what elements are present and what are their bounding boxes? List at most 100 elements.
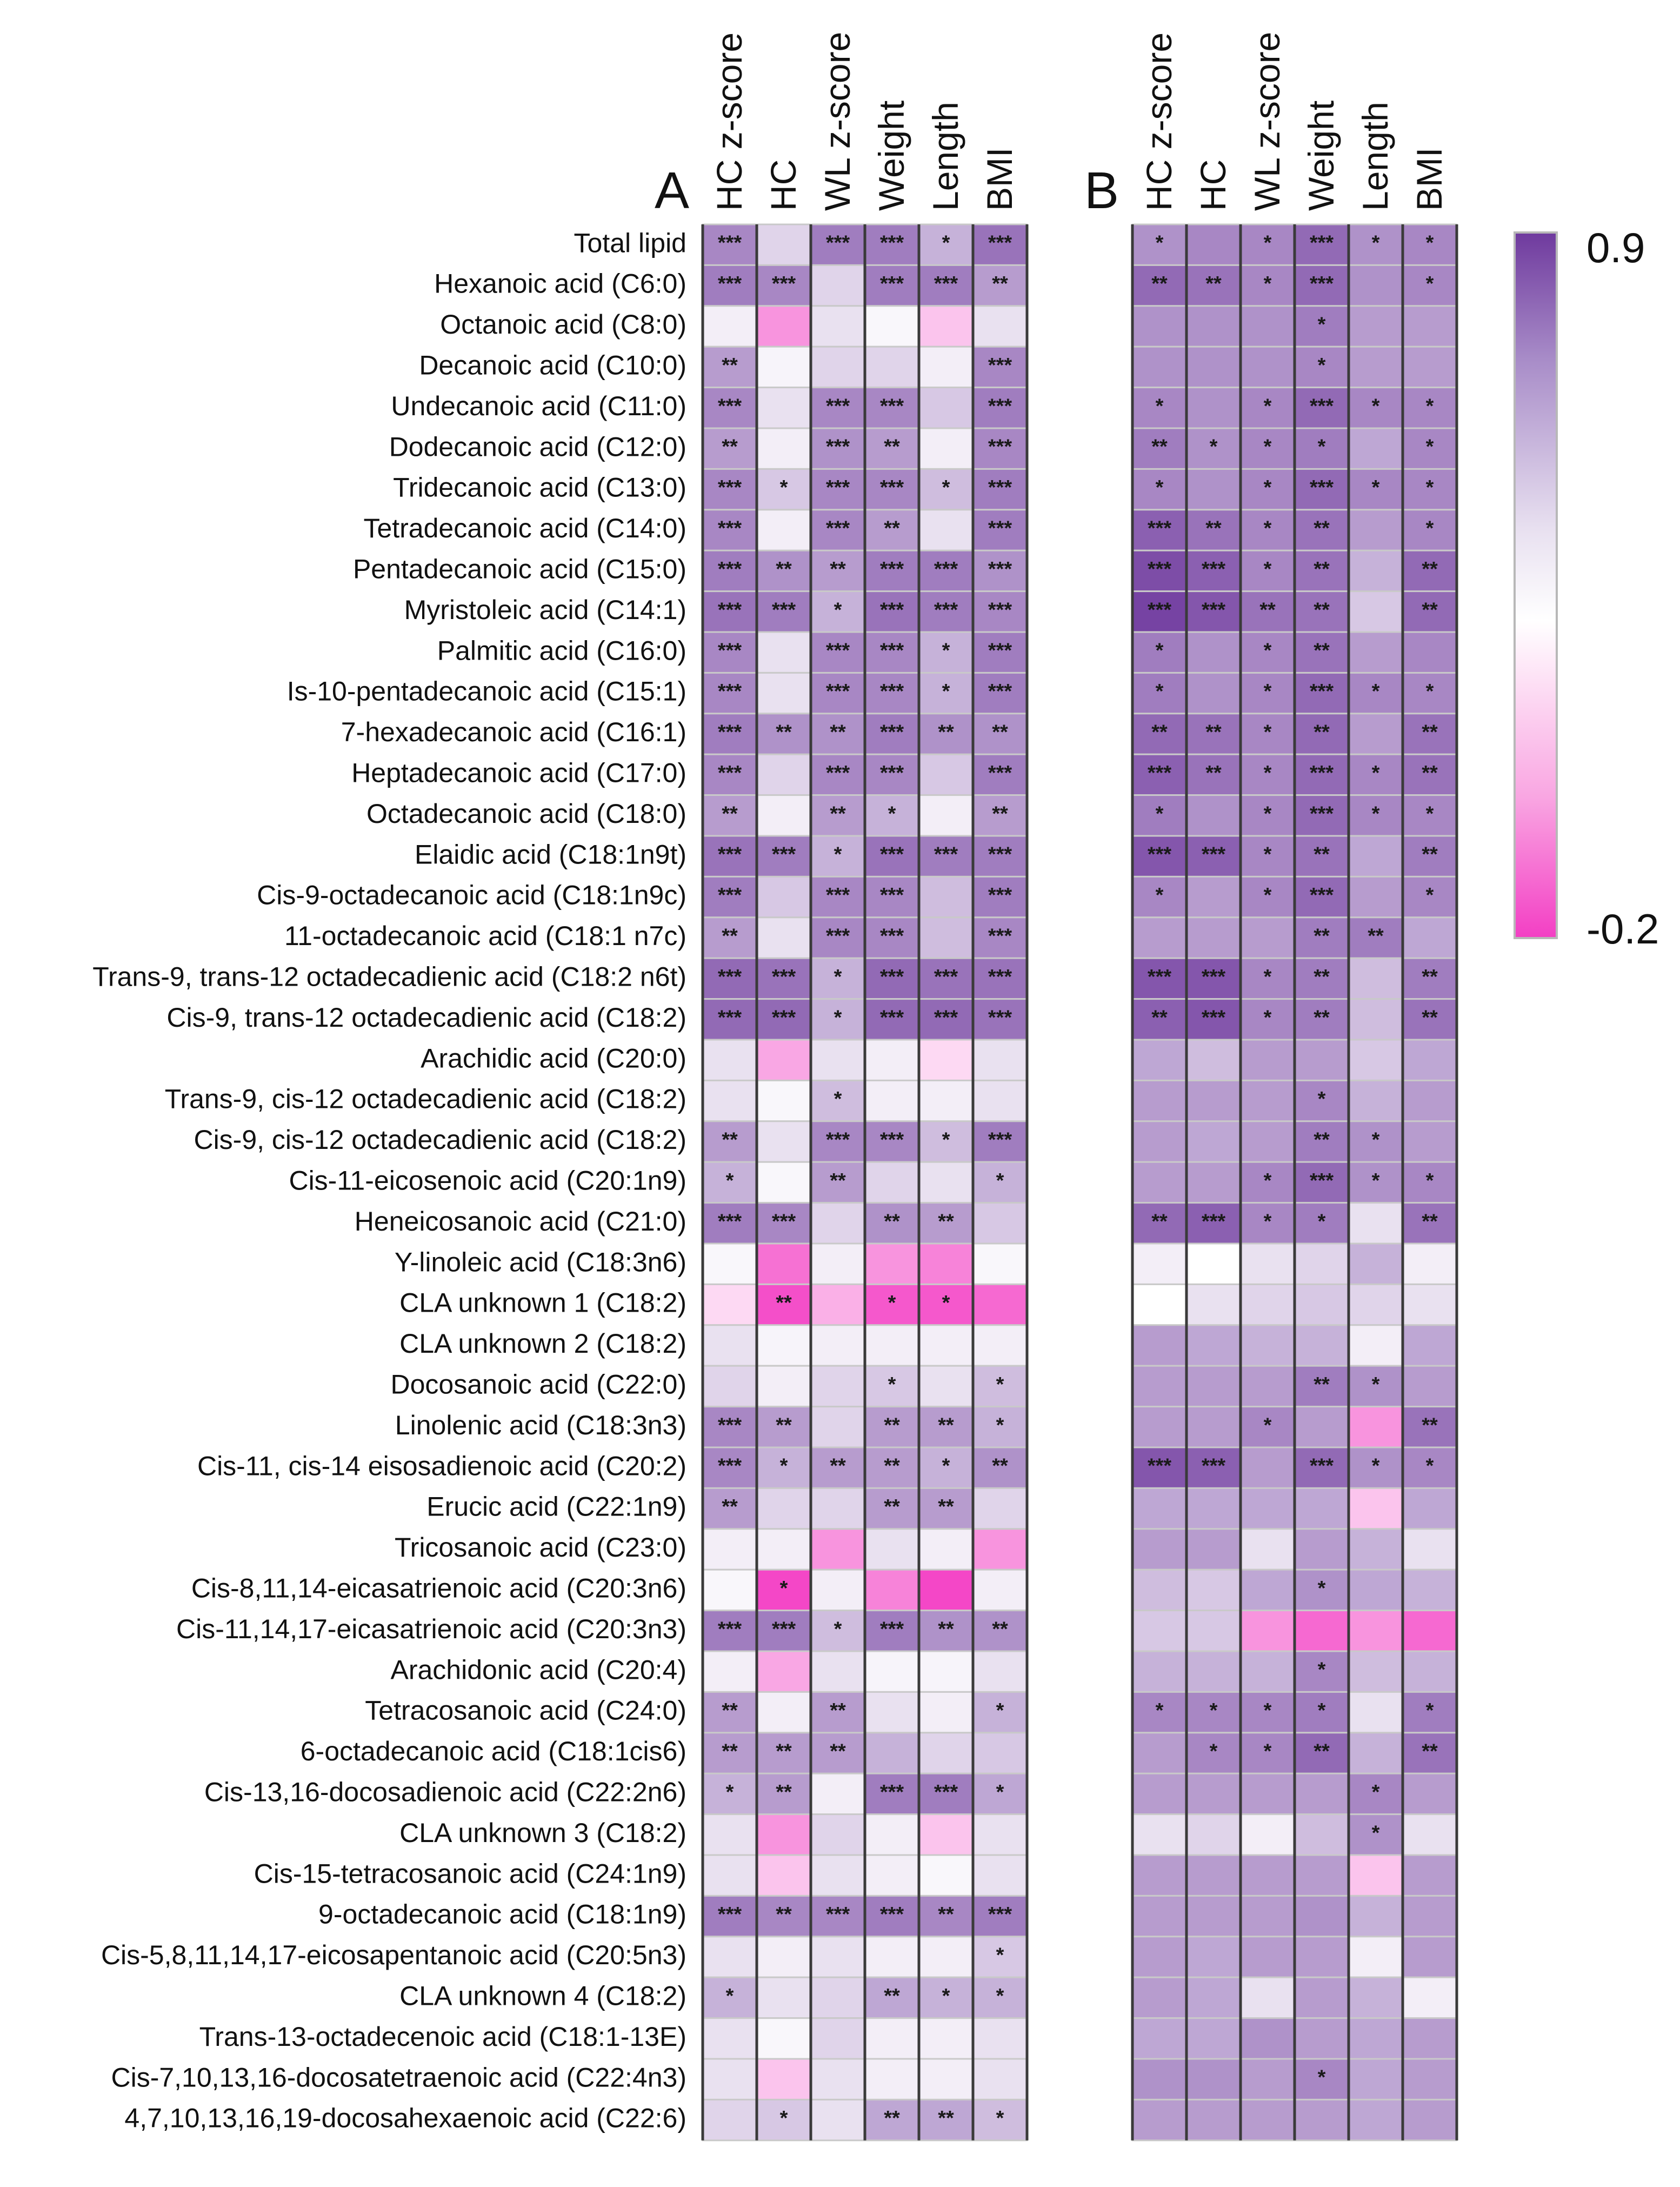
heatmap-cell: [1348, 1120, 1404, 1163]
row-label: Elaidic acid (C18:1n9t): [415, 839, 686, 869]
row-label: CLA unknown 4 (C18:2): [399, 1980, 686, 2011]
heatmap-cell: [1239, 1324, 1296, 1367]
heatmap-cell: [1131, 1161, 1188, 1204]
significance-mark: **: [1422, 762, 1438, 785]
heatmap-cell: [1402, 794, 1458, 837]
heatmap-cell: [702, 1772, 758, 1816]
heatmap-cell: [972, 1528, 1028, 1571]
heatmap-cell: [1402, 1487, 1458, 1530]
heatmap-cell: [1185, 1406, 1242, 1448]
significance-mark: *: [1426, 884, 1434, 907]
row-label: Cis-11,14,17-eicasatrienoic acid (C20:3n…: [176, 1614, 686, 1644]
heatmap-cell: [756, 1039, 812, 1081]
heatmap-cell: [1294, 2098, 1350, 2142]
significance-mark: ***: [718, 1903, 742, 1926]
heatmap-cell: [972, 590, 1028, 633]
significance-mark: *: [1372, 762, 1380, 785]
significance-mark: **: [938, 1495, 954, 1518]
significance-mark: ***: [718, 762, 742, 785]
significance-mark: **: [1422, 1740, 1438, 1763]
heatmap-cell: [702, 1568, 758, 1612]
heatmap-cell: [1185, 1079, 1242, 1122]
row-label: Erucic acid (C22:1n9): [426, 1492, 686, 1522]
significance-mark: *: [942, 476, 950, 499]
heatmap-cell: [756, 345, 812, 389]
heatmap-cell: [810, 1202, 866, 1245]
heatmap-cell: [756, 1691, 812, 1734]
significance-mark: *: [1264, 680, 1272, 703]
significance-mark: **: [1259, 599, 1276, 621]
heatmap-cell: [918, 1772, 974, 1816]
heatmap-cell: [1348, 1976, 1404, 2019]
panel-label-a: A: [655, 162, 689, 220]
heatmap-cell: [1131, 1242, 1188, 1285]
significance-mark: ***: [826, 1903, 850, 1926]
heatmap-cell: [702, 1120, 758, 1163]
heatmap-cell: [1348, 1936, 1404, 1978]
heatmap-cell: [972, 1242, 1028, 1285]
heatmap-cell: [1294, 1813, 1350, 1856]
heatmap-cell: [756, 631, 812, 674]
significance-mark: **: [1151, 1006, 1168, 1029]
heatmap-cell: [756, 875, 812, 919]
heatmap-cell: [810, 794, 866, 837]
significance-mark: ***: [718, 1006, 742, 1029]
significance-mark: ***: [934, 966, 958, 988]
significance-mark: **: [1205, 272, 1222, 295]
significance-mark: **: [884, 436, 900, 458]
heatmap-cell: [1348, 1039, 1404, 1081]
significance-mark: *: [1264, 640, 1272, 662]
heatmap-cell: [810, 1283, 866, 1326]
heatmap-cell: [810, 1650, 866, 1693]
heatmap-cell: [1348, 549, 1404, 593]
significance-mark: **: [776, 1414, 792, 1437]
significance-mark: **: [1314, 966, 1330, 988]
significance-mark: *: [1372, 395, 1380, 417]
significance-mark: **: [776, 721, 792, 744]
heatmap-cell: [1239, 1936, 1296, 1978]
significance-mark: ***: [934, 272, 958, 295]
significance-mark: ***: [718, 395, 742, 417]
heatmap-cell: [1239, 1528, 1296, 1571]
significance-mark: *: [1372, 476, 1380, 499]
heatmap-cell: [1185, 1528, 1242, 1571]
significance-mark: *: [996, 1944, 1004, 1967]
significance-mark: **: [1422, 1006, 1438, 1029]
significance-mark: ***: [988, 884, 1012, 907]
significance-mark: *: [888, 1373, 896, 1396]
heatmap-cell: [1348, 1691, 1404, 1734]
heatmap-cell: [1239, 1079, 1296, 1122]
heatmap-cell: [1294, 223, 1350, 266]
heatmap-cell: [972, 1691, 1028, 1734]
column-label: HC: [1193, 159, 1233, 211]
heatmap-cell: [1131, 2098, 1188, 2142]
heatmap-cell: [756, 2098, 812, 2142]
column-label: BMI: [1409, 148, 1449, 211]
significance-mark: ***: [880, 640, 904, 662]
heatmap-cell: [810, 1242, 866, 1285]
heatmap-cell: [1131, 549, 1188, 593]
heatmap-cell: [1131, 1936, 1188, 1978]
heatmap-cell: [1402, 1079, 1458, 1122]
significance-mark: *: [1318, 2066, 1326, 2089]
heatmap-cell: [1402, 1894, 1458, 1938]
significance-mark: *: [1426, 802, 1434, 825]
significance-mark: *: [942, 232, 950, 255]
significance-mark: ***: [880, 476, 904, 499]
significance-mark: *: [1264, 232, 1272, 255]
significance-mark: ***: [880, 395, 904, 417]
heatmap-cell: [972, 1283, 1028, 1326]
significance-mark: *: [834, 843, 842, 866]
significance-mark: ***: [718, 1210, 742, 1233]
heatmap-cell: [1185, 1365, 1242, 1408]
significance-mark: **: [1151, 436, 1168, 458]
significance-mark: *: [1318, 314, 1326, 336]
heatmap-cell: [810, 549, 866, 593]
heatmap-cell: [1131, 1568, 1188, 1612]
significance-mark: *: [942, 1455, 950, 1478]
heatmap-cell: [810, 1120, 866, 1163]
significance-mark: *: [1318, 1699, 1326, 1722]
significance-mark: *: [1264, 1210, 1272, 1233]
heatmap-cell: [756, 223, 812, 266]
heatmap-cell: [972, 1854, 1028, 1897]
